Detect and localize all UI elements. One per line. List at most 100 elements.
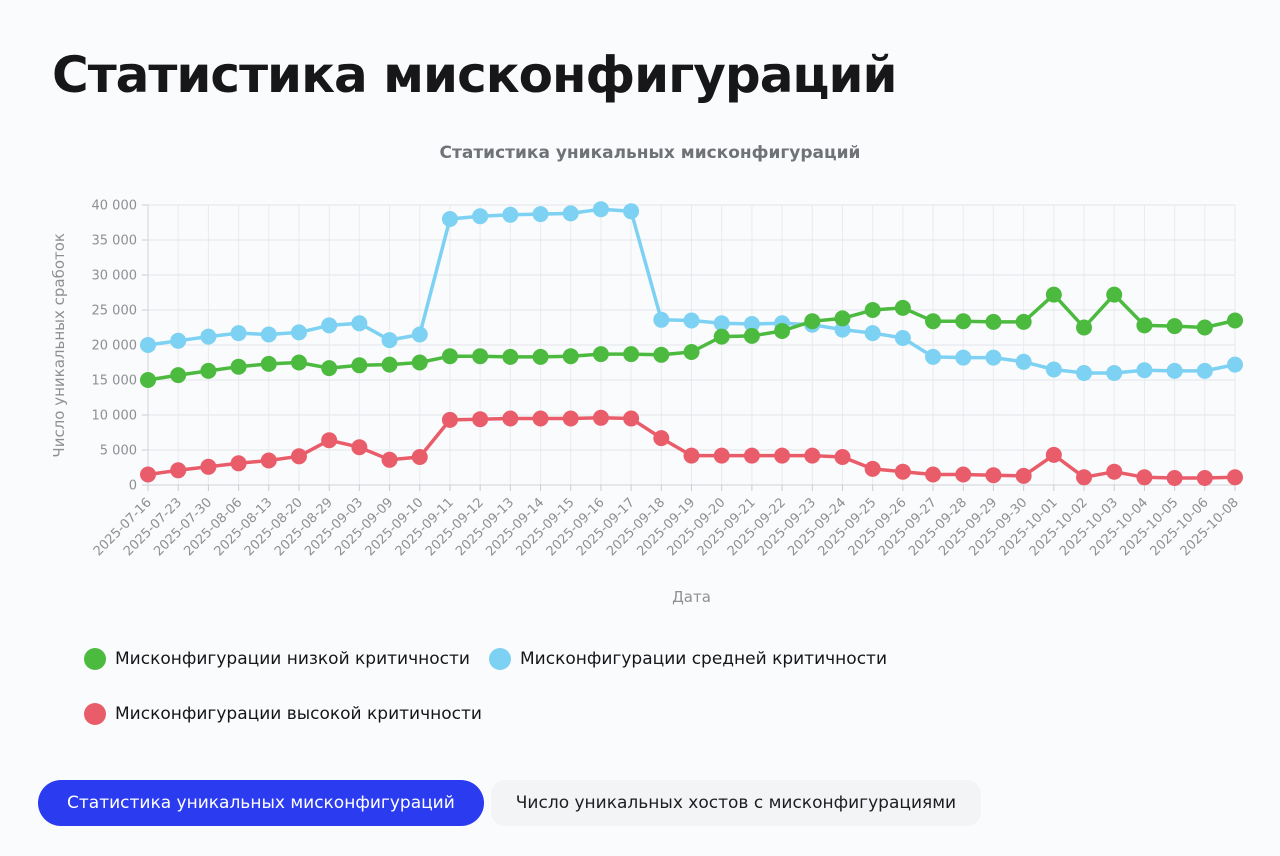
- data-point[interactable]: [1136, 469, 1153, 486]
- misconfig-line-chart[interactable]: 0 5 000 10 000 15 000 20 000 25 000 30 000 35 0…: [85, 190, 1245, 595]
- data-point[interactable]: [1136, 317, 1153, 334]
- data-point[interactable]: [502, 206, 519, 223]
- data-point[interactable]: [985, 467, 1002, 484]
- data-point[interactable]: [351, 439, 368, 456]
- data-point[interactable]: [834, 310, 851, 327]
- data-point[interactable]: [532, 410, 549, 427]
- data-point[interactable]: [653, 430, 670, 447]
- data-point[interactable]: [1166, 318, 1183, 335]
- data-point[interactable]: [472, 208, 489, 225]
- data-point[interactable]: [140, 337, 156, 353]
- data-point[interactable]: [1076, 469, 1093, 486]
- data-point[interactable]: [290, 324, 307, 341]
- data-point[interactable]: [170, 367, 187, 384]
- data-point[interactable]: [925, 348, 942, 365]
- data-point[interactable]: [774, 323, 791, 339]
- data-point[interactable]: [743, 316, 760, 332]
- data-point[interactable]: [653, 346, 670, 363]
- data-point[interactable]: [411, 449, 428, 465]
- data-point[interactable]: [441, 211, 458, 227]
- data-point[interactable]: [1166, 470, 1183, 486]
- data-point[interactable]: [985, 313, 1002, 330]
- data-point[interactable]: [321, 432, 338, 449]
- data-point[interactable]: [1015, 313, 1032, 330]
- data-point[interactable]: [683, 447, 700, 464]
- data-point[interactable]: [532, 348, 549, 365]
- data-point[interactable]: [562, 205, 579, 222]
- data-point[interactable]: [743, 447, 760, 464]
- data-point[interactable]: [260, 326, 277, 343]
- data-point[interactable]: [290, 354, 307, 371]
- data-point[interactable]: [1015, 353, 1032, 370]
- data-point[interactable]: [864, 460, 881, 477]
- data-point[interactable]: [864, 302, 881, 318]
- data-point[interactable]: [230, 358, 247, 375]
- data-point[interactable]: [351, 315, 368, 332]
- data-point[interactable]: [623, 203, 640, 220]
- data-point[interactable]: [1045, 361, 1062, 378]
- data-point[interactable]: [1076, 365, 1093, 381]
- data-point[interactable]: [562, 410, 579, 427]
- data-point[interactable]: [683, 344, 700, 360]
- data-point[interactable]: [230, 455, 247, 472]
- data-point[interactable]: [955, 466, 972, 483]
- data-point[interactable]: [1196, 470, 1213, 486]
- data-point[interactable]: [683, 312, 700, 329]
- data-point[interactable]: [502, 348, 519, 365]
- data-point[interactable]: [1076, 319, 1093, 336]
- data-point[interactable]: [260, 452, 277, 469]
- data-point[interactable]: [381, 332, 398, 349]
- data-point[interactable]: [290, 448, 307, 465]
- data-point[interactable]: [321, 317, 338, 334]
- data-point[interactable]: [894, 463, 911, 480]
- data-point[interactable]: [441, 348, 458, 365]
- data-point[interactable]: [1106, 286, 1123, 303]
- data-point[interactable]: [804, 313, 821, 330]
- data-point[interactable]: [1045, 446, 1062, 463]
- data-point[interactable]: [623, 410, 640, 427]
- data-point[interactable]: [140, 466, 156, 483]
- data-point[interactable]: [894, 299, 911, 316]
- data-point[interactable]: [200, 362, 217, 379]
- data-point[interactable]: [1227, 312, 1243, 329]
- data-point[interactable]: [140, 372, 156, 388]
- data-point[interactable]: [925, 466, 942, 483]
- data-point[interactable]: [713, 328, 730, 345]
- data-point[interactable]: [1136, 362, 1153, 379]
- data-point[interactable]: [321, 360, 338, 377]
- data-point[interactable]: [381, 451, 398, 468]
- data-point[interactable]: [532, 206, 549, 223]
- data-point[interactable]: [472, 411, 489, 428]
- data-point[interactable]: [804, 447, 821, 464]
- data-point[interactable]: [834, 449, 851, 465]
- data-point[interactable]: [200, 328, 217, 345]
- data-point[interactable]: [200, 458, 217, 475]
- data-point[interactable]: [411, 354, 428, 371]
- data-point[interactable]: [894, 330, 911, 346]
- tab-unique-hosts[interactable]: Число уникальных хостов с мисконфигураци…: [490, 780, 982, 826]
- data-point[interactable]: [592, 346, 609, 363]
- data-point[interactable]: [1166, 362, 1183, 379]
- data-point[interactable]: [623, 346, 640, 363]
- data-point[interactable]: [925, 313, 942, 330]
- data-point[interactable]: [1106, 463, 1123, 480]
- data-point[interactable]: [592, 409, 609, 426]
- data-point[interactable]: [743, 327, 760, 344]
- legend-item[interactable]: Мисконфигурации средней критичности: [489, 648, 887, 670]
- data-point[interactable]: [351, 357, 368, 374]
- data-point[interactable]: [653, 311, 670, 328]
- data-point[interactable]: [1196, 362, 1213, 379]
- data-point[interactable]: [1227, 469, 1243, 486]
- data-point[interactable]: [562, 348, 579, 365]
- data-point[interactable]: [260, 355, 277, 372]
- data-point[interactable]: [1196, 319, 1213, 336]
- data-point[interactable]: [985, 349, 1002, 366]
- data-point[interactable]: [1015, 467, 1032, 484]
- data-point[interactable]: [713, 315, 730, 332]
- data-point[interactable]: [1045, 286, 1062, 303]
- data-point[interactable]: [955, 313, 972, 330]
- data-point[interactable]: [955, 349, 972, 366]
- data-point[interactable]: [441, 411, 458, 428]
- data-point[interactable]: [472, 348, 489, 365]
- data-point[interactable]: [170, 332, 187, 349]
